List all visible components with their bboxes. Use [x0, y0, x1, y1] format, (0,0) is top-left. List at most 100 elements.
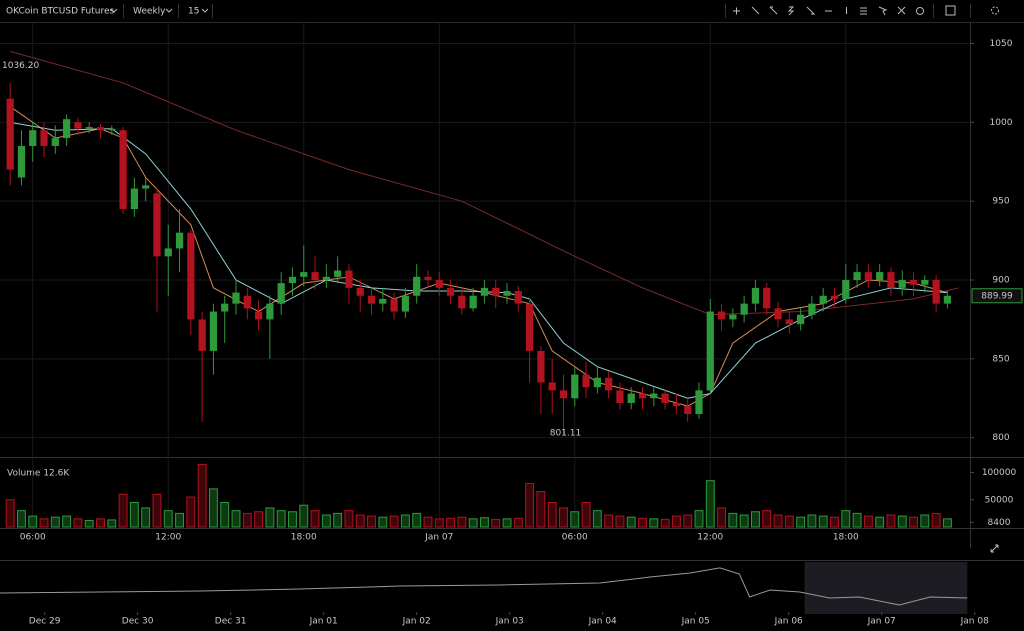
x-tick-label: 12:00 [155, 533, 181, 543]
candle-body [266, 303, 274, 320]
volume-bar [175, 512, 184, 528]
candle-body [684, 406, 692, 415]
candle-body [797, 314, 805, 325]
volume-bar [389, 515, 399, 528]
candle-body [492, 287, 500, 296]
volume-bar [886, 514, 896, 528]
candle-body [435, 279, 443, 288]
volume-bar [220, 501, 230, 528]
volume-bar [660, 518, 670, 528]
volume-bar [638, 517, 647, 528]
candle-body [108, 128, 116, 131]
x-tick-label: 06:00 [20, 533, 46, 543]
volume-bar [423, 516, 433, 528]
volume-bar [152, 493, 162, 528]
crosshair-tool[interactable] [733, 7, 740, 15]
x-tick-label: Dec 31 [215, 617, 247, 627]
volume-bar [412, 512, 422, 528]
candle-body [695, 390, 703, 415]
candle-body [582, 374, 590, 388]
candle-body [51, 138, 59, 146]
volume-bar [84, 519, 94, 528]
y-tick-label: 100000 [982, 468, 1017, 478]
candle-body [763, 287, 771, 309]
volume-bar [739, 514, 749, 528]
y-tick-label: 1050 [990, 39, 1013, 49]
volume-bar [750, 511, 760, 528]
candle-body [413, 276, 421, 296]
candle-body [322, 276, 330, 280]
settings-button[interactable] [991, 6, 999, 15]
volume-bar [604, 514, 614, 528]
fib-tool[interactable] [860, 7, 867, 15]
ray-tool[interactable] [769, 6, 778, 15]
volume-bar [28, 515, 38, 528]
trend-tool[interactable] [787, 6, 795, 16]
volume-bar [5, 499, 15, 528]
candle-body [864, 272, 872, 280]
candle-body [593, 377, 601, 388]
candle-body [379, 298, 387, 304]
y-tick-label: 1000 [990, 118, 1013, 128]
volume-bar [400, 514, 410, 528]
x-tick-label: Jan 01 [309, 617, 338, 627]
toolbar: OKCoin BTCUSD Futures Weekly 15 [0, 4, 1024, 23]
dropdown-icon [201, 8, 209, 13]
volume-bar [717, 507, 727, 528]
volume-bar [852, 512, 862, 528]
candle-body [334, 270, 342, 277]
volume-bar [502, 518, 512, 528]
volume-bar [649, 518, 659, 528]
arrow-tool[interactable] [806, 6, 816, 15]
candle-body [514, 291, 522, 304]
candle-body [401, 295, 410, 312]
layout-button[interactable] [945, 5, 956, 16]
volume-bar [208, 488, 218, 528]
pattern-tool[interactable] [897, 6, 906, 15]
volume-bar [942, 518, 952, 528]
volume-bar [920, 514, 930, 528]
candle-body [830, 295, 839, 299]
y-tick-label: 8400 [988, 518, 1011, 528]
x-tick-label: 12:00 [697, 533, 723, 543]
candle-body [300, 272, 308, 277]
navigator-selection [804, 562, 968, 614]
candle-body [503, 291, 511, 296]
candle-body [356, 287, 364, 296]
interval-selector[interactable]: 15 [188, 7, 199, 17]
candle-body [17, 145, 26, 178]
symbol-selector[interactable]: OKCoin BTCUSD Futures [6, 7, 115, 17]
candle-body [909, 279, 918, 285]
volume-bar [254, 511, 264, 528]
volume-bar [50, 516, 60, 528]
shape-tool[interactable] [916, 7, 924, 15]
fullscreen-button[interactable] [990, 544, 999, 553]
volume-bar [683, 514, 693, 528]
pointer-tool[interactable] [878, 6, 888, 16]
candle-body [627, 393, 635, 403]
candle-body [367, 295, 376, 304]
volume-bar [39, 518, 49, 528]
volume-bar [841, 510, 851, 528]
volume-bar [355, 514, 365, 528]
volume-bar [118, 493, 128, 528]
volume-bar [807, 514, 817, 528]
period-selector[interactable]: Weekly [133, 7, 166, 17]
volume-bar [547, 501, 557, 528]
volume-bar [288, 511, 297, 528]
navigator-line [0, 567, 968, 606]
candle-body [164, 248, 172, 257]
candle-body [605, 377, 613, 391]
volume-bar [875, 516, 885, 528]
x-tick-label: Dec 29 [29, 617, 61, 627]
line-tool[interactable] [751, 6, 760, 15]
candle-body [548, 382, 556, 391]
volume-bar [626, 516, 636, 528]
max-price-label: 1036.20 [2, 61, 39, 71]
candle-body [729, 314, 737, 320]
volume-bar [378, 516, 388, 528]
candle-body [785, 319, 793, 325]
volume-bar [931, 512, 941, 528]
x-tick-label: Dec 30 [122, 617, 154, 627]
